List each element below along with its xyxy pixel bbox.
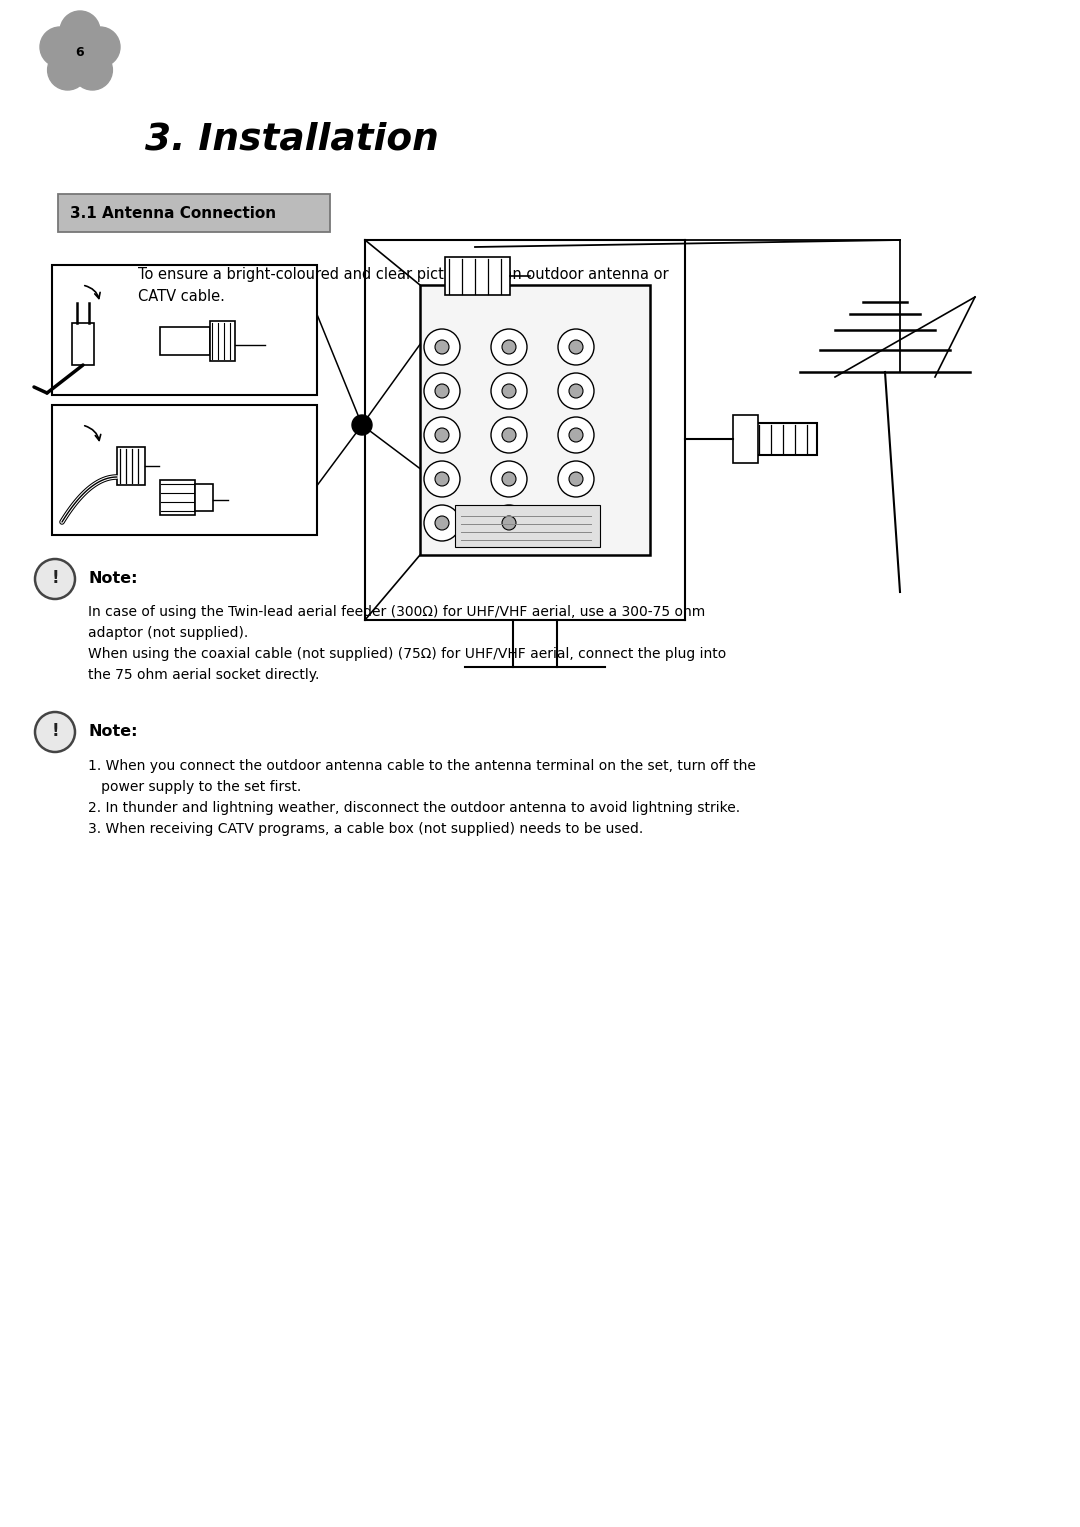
- Circle shape: [491, 417, 527, 454]
- Text: 1. When you connect the outdoor antenna cable to the antenna terminal on the set: 1. When you connect the outdoor antenna …: [87, 759, 756, 837]
- Circle shape: [491, 328, 527, 365]
- Bar: [52, 266, 318, 395]
- Text: 3. Installation: 3. Installation: [145, 122, 438, 157]
- Circle shape: [435, 341, 449, 354]
- Bar: [195, 484, 213, 512]
- Circle shape: [569, 341, 583, 354]
- Circle shape: [491, 373, 527, 409]
- Circle shape: [424, 328, 460, 365]
- Bar: [445, 257, 510, 295]
- Circle shape: [424, 461, 460, 496]
- Circle shape: [558, 373, 594, 409]
- Bar: [72, 324, 94, 365]
- FancyBboxPatch shape: [420, 286, 650, 554]
- Circle shape: [558, 328, 594, 365]
- Text: !: !: [51, 570, 58, 586]
- Bar: [160, 479, 195, 515]
- Bar: [210, 321, 235, 360]
- Circle shape: [72, 50, 112, 90]
- Text: Note:: Note:: [87, 571, 137, 586]
- Circle shape: [435, 472, 449, 486]
- Circle shape: [569, 472, 583, 486]
- Circle shape: [424, 373, 460, 409]
- Bar: [755, 423, 816, 455]
- Bar: [117, 447, 145, 486]
- Circle shape: [502, 428, 516, 441]
- Circle shape: [80, 27, 120, 67]
- Circle shape: [48, 50, 87, 90]
- Circle shape: [491, 505, 527, 541]
- Text: In case of using the Twin-lead aerial feeder (300Ω) for UHF/VHF aerial, use a 30: In case of using the Twin-lead aerial fe…: [87, 605, 726, 683]
- Circle shape: [424, 417, 460, 454]
- Circle shape: [502, 383, 516, 399]
- Circle shape: [491, 461, 527, 496]
- Circle shape: [558, 461, 594, 496]
- Bar: [733, 415, 758, 463]
- Circle shape: [502, 516, 516, 530]
- Circle shape: [569, 428, 583, 441]
- Bar: [160, 327, 210, 354]
- Circle shape: [502, 472, 516, 486]
- Circle shape: [435, 516, 449, 530]
- Bar: [58, 194, 330, 232]
- Bar: [52, 405, 318, 534]
- Text: 3.1 Antenna Connection: 3.1 Antenna Connection: [70, 206, 276, 220]
- Text: To ensure a bright-coloured and clear picture use an outdoor antenna or
CATV cab: To ensure a bright-coloured and clear pi…: [138, 267, 669, 304]
- Circle shape: [569, 383, 583, 399]
- Circle shape: [35, 712, 75, 751]
- Circle shape: [558, 417, 594, 454]
- Bar: [455, 505, 600, 547]
- Text: Note:: Note:: [87, 724, 137, 739]
- Circle shape: [502, 341, 516, 354]
- Circle shape: [435, 383, 449, 399]
- Circle shape: [35, 559, 75, 599]
- Circle shape: [352, 415, 372, 435]
- Circle shape: [40, 27, 80, 67]
- Circle shape: [60, 32, 100, 72]
- Circle shape: [424, 505, 460, 541]
- Circle shape: [60, 11, 100, 50]
- Text: !: !: [51, 722, 58, 741]
- Circle shape: [435, 428, 449, 441]
- Text: 6: 6: [76, 46, 84, 60]
